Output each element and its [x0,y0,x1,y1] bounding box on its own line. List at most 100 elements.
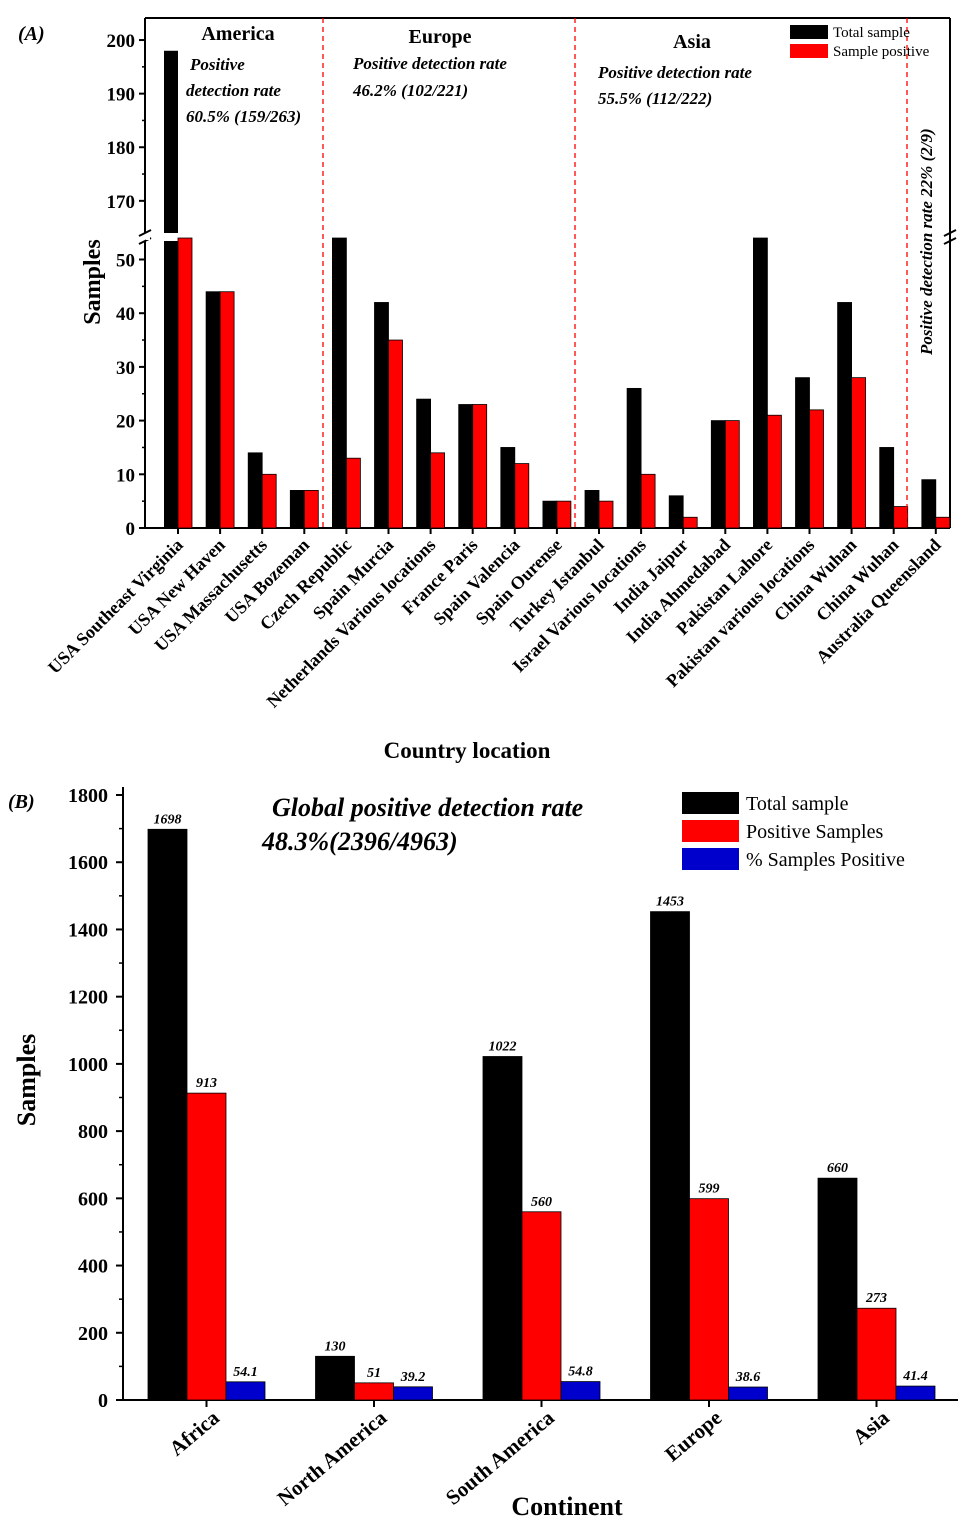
panel-a-y-tick-label: 200 [107,31,136,52]
panel-b-bar-total [817,1177,858,1401]
panel-b-bar-total [650,911,690,1401]
panel-b-y-tick-label: 1200 [68,987,108,1009]
panel-a-region-name: Asia [673,31,711,53]
panel-a-region-rate-value: 60.5% (159/263) [186,107,301,126]
panel-a-bar-total [164,50,178,234]
panel-b-y-tick-label: 1800 [68,785,108,807]
panel-b-bar-positive [856,1307,897,1401]
panel-a-bar-total [837,302,852,529]
panel-a-bar-total [626,387,642,529]
panel-b-bar-total [482,1056,523,1401]
panel-a-bar-total [795,377,810,529]
panel-b-chart: 0 200 400 600 800 1000 1200 1400 1600 1800 1698 130… [8,785,958,1521]
panel-a-legend-swatch [790,25,828,39]
panel-a-bar-positive [345,457,361,529]
panel-b-bar-positive [186,1092,227,1401]
panel-b-bar-percent-value-label: 39.2 [400,1370,426,1385]
panel-b-bar-percent-value-label: 41.4 [902,1369,928,1384]
panel-a-bar-total [584,490,600,529]
panel-a-bar-total [374,302,389,529]
panel-a-axis-break-mark [943,229,957,237]
panel-a-bar-positive [682,516,698,529]
panel-a-y-tick-label: 10 [116,465,135,486]
panel-a-bar-total [458,404,474,529]
panel-b-bar-percent [560,1381,601,1401]
panel-b-bar-total [315,1355,355,1401]
panel-b-legend-swatch [682,792,739,814]
panel-a-break-gap [146,234,150,240]
panel-a-bar-total [247,452,263,529]
panel-a-bar-positive [177,237,193,529]
panel-b-y-tick-label: 400 [78,1256,108,1278]
panel-b-legend-label: Total sample [746,793,849,815]
panel-a-y-tick-label: 0 [126,519,136,540]
panel-a-bar-positive [724,420,740,529]
panel-b-x-tick-label: North America [273,1405,392,1510]
panel-b-bar-percent [393,1386,433,1401]
panel-b-x-tick-label: Africa [165,1405,225,1460]
panel-a-bar-positive [893,506,909,529]
panel-a-y-tick-label: 170 [107,192,136,213]
panel-a-bar-positive [430,452,446,529]
panel-b-y-tick-label: 1600 [68,852,108,874]
panel-b-x-tick-label: Asia [848,1405,894,1449]
panel-a-axis-break-mark [943,237,957,245]
panel-b-bar-percent [225,1381,266,1401]
panel-a-region-rate-label: Positive detection rate [597,63,752,82]
panel-a-region-rate-label: Positive [189,55,245,74]
panel-a-bar-total [879,447,895,529]
panel-a-bar-total [542,500,558,529]
panel-b-x-tick-label: Europe [660,1405,726,1466]
panel-a-y-tick-label: 20 [116,412,135,433]
panel-a-region-rate-value: 55.5% (112/222) [598,89,712,108]
panel-b-bar-percent [728,1386,768,1401]
panel-a-bar-total [668,495,684,529]
panel-a-bar-positive [767,414,782,529]
panel-b-bar-percent-value-label: 54.1 [233,1365,258,1380]
panel-b-y-tick-label: 200 [78,1323,108,1345]
panel-b-bar-total-value-label: 1698 [154,812,182,827]
panel-a-y-tick-label: 40 [116,304,135,325]
panel-b-y-tick-label: 600 [78,1188,108,1210]
panel-b-bar-percent-value-label: 54.8 [568,1365,593,1380]
panel-b-bar-positive [689,1198,729,1401]
panel-a-y-tick-label: 180 [107,138,136,159]
panel-a-bar-positive [556,500,572,529]
panel-b-y-tick-label: 1000 [68,1054,108,1076]
panel-a-bar-positive [809,409,824,529]
panel-a-region-name: America [201,23,274,45]
panel-a-bar-total [710,420,726,529]
panel-a-bar-positive [261,473,277,529]
panel-a-bar-total [331,237,347,529]
panel-b-bar-positive [521,1211,562,1401]
panel-b-y-tick-label: 0 [98,1390,108,1412]
panel-a-legend-label: Sample positive [833,44,930,60]
panel-a-y-tick-label: 190 [107,85,136,106]
panel-b-bar-positive-value-label: 273 [865,1291,887,1306]
panel-a-bar-positive [388,339,403,529]
panel-b-bar-total-value-label: 130 [325,1339,346,1354]
panel-a-bar-total [500,447,516,529]
panel-a-legend-label: Total sample [833,25,910,41]
panel-a-y-tick-label: 50 [116,251,135,272]
panel-b-bar-positive-value-label: 913 [196,1076,217,1091]
panel-b-y-tick-label: 800 [78,1121,108,1143]
panel-a-legend-swatch [790,44,828,58]
panel-a-bar-positive [514,463,530,529]
panel-b-bar-total [147,828,188,1401]
panel-a-bar-positive [598,500,614,529]
panel-a-bar-positive [219,291,235,529]
panel-a-y-tick-label: 30 [116,358,135,379]
panel-b-bar-total-value-label: 1022 [489,1039,517,1054]
panel-a-region-rate-label: detection rate [186,81,281,100]
panel-a-region-rate-label: Positive detection rate [352,54,507,73]
panel-a-bar-positive [640,473,656,529]
panel-a-x-axis-title: Country location [384,738,551,763]
panel-b-bar-positive-value-label: 599 [699,1182,720,1197]
panel-a-bar-positive [303,490,319,529]
panel-b-bar-positive-value-label: 51 [367,1366,381,1381]
panel-a-y-axis-title: Samples [80,239,106,324]
panel-b-bar-total-value-label: 1453 [656,895,684,910]
